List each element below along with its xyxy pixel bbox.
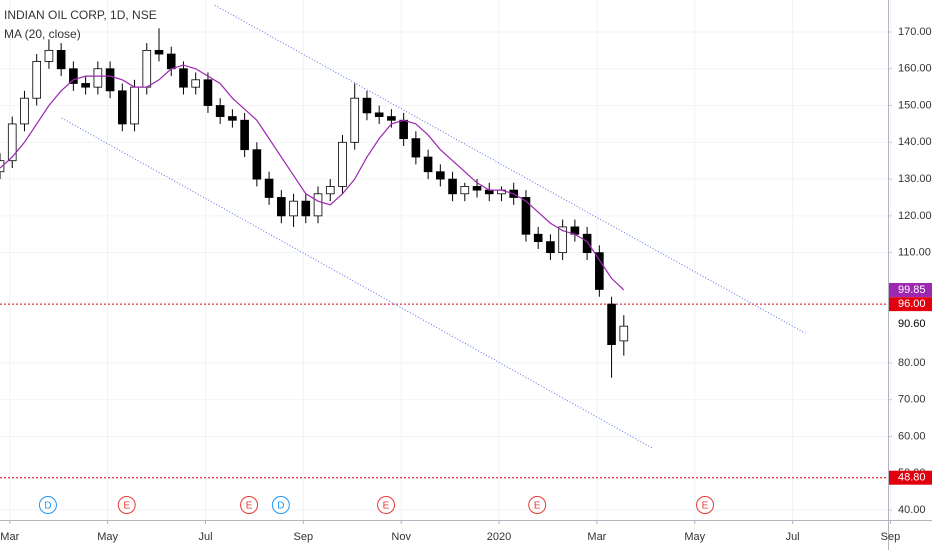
candle-body <box>558 226 567 254</box>
event-label: E <box>383 501 390 512</box>
candle-body <box>595 252 604 290</box>
y-tick-label: 160.00 <box>898 63 932 75</box>
event-label: E <box>534 501 541 512</box>
price-label: 96.00 <box>898 298 926 310</box>
price-label: 99.85 <box>898 284 926 296</box>
candle-body <box>130 86 139 125</box>
candle-body <box>56 49 66 70</box>
event-label: D <box>277 501 284 512</box>
candle-body <box>350 97 360 143</box>
y-tick-label: 60.00 <box>898 430 926 442</box>
x-tick-label: May <box>684 531 705 543</box>
chart-title: INDIAN OIL CORP, 1D, NSE <box>4 8 157 22</box>
candle-body <box>582 233 592 254</box>
candle-body <box>448 178 457 195</box>
y-tick-label: 140.00 <box>898 136 932 148</box>
x-tick-label: Nov <box>391 531 411 543</box>
price-label-bg <box>889 297 932 312</box>
candle-body <box>521 197 531 235</box>
candle-body <box>81 83 90 88</box>
x-tick-label: Jul <box>198 531 212 543</box>
candle-body <box>423 156 433 173</box>
candle-body <box>325 186 335 195</box>
candle-body <box>277 197 286 217</box>
event-marker <box>240 496 259 514</box>
x-tick-label: Sep <box>881 531 901 543</box>
y-tick-label: 120.00 <box>898 210 932 222</box>
candle-body <box>460 186 470 195</box>
candle-body <box>607 303 616 345</box>
y-tick-label: 130.00 <box>898 173 932 185</box>
y-tick-label: 150.00 <box>898 99 932 111</box>
candle-body <box>7 123 17 162</box>
candle-body <box>228 116 237 121</box>
candle-body <box>44 49 54 62</box>
candle-body <box>252 149 262 180</box>
candle-body <box>142 49 152 88</box>
price-label-bg <box>889 470 932 485</box>
candle-body <box>411 138 421 158</box>
candle-body <box>264 178 274 198</box>
candle-body <box>179 68 188 88</box>
candle-body <box>69 68 78 84</box>
candle-body <box>166 53 176 70</box>
candle-body <box>215 105 225 117</box>
price-label: 48.80 <box>898 472 926 484</box>
candle-body <box>338 141 347 187</box>
y-tick-label: 70.00 <box>898 394 926 406</box>
event-label: D <box>44 501 51 512</box>
event-label: E <box>702 501 709 512</box>
x-tick-label: Jul <box>786 531 800 543</box>
y-tick-label: 170.00 <box>898 26 932 38</box>
candle-body <box>118 90 127 125</box>
event-marker <box>38 496 57 514</box>
price-label-bg <box>889 316 932 331</box>
x-tick-label: Mar <box>587 531 606 543</box>
candle-body <box>546 241 555 254</box>
candle-body <box>374 112 384 117</box>
event-marker <box>271 496 290 514</box>
indicator-label: MA (20, close) <box>4 27 81 41</box>
x-tick-label: Sep <box>294 531 314 543</box>
event-marker <box>377 496 396 514</box>
candle-body <box>619 325 629 342</box>
candle-body <box>93 68 103 88</box>
ma-line <box>0 64 625 291</box>
candle-body <box>20 97 29 125</box>
candle-body <box>399 119 408 140</box>
candle-body <box>472 186 482 191</box>
candle-body <box>301 200 311 217</box>
event-label: E <box>123 501 130 512</box>
candle-body <box>362 97 372 114</box>
candle-body <box>533 233 543 243</box>
price-label: 90.60 <box>898 318 926 330</box>
candle-body <box>289 200 298 217</box>
candle-body <box>240 119 249 151</box>
candle-body <box>191 79 201 88</box>
y-tick-label: 40.00 <box>898 504 926 516</box>
x-tick-label: May <box>97 531 118 543</box>
candle-body <box>436 171 445 180</box>
candle-body <box>387 116 396 121</box>
candle-body <box>313 193 323 217</box>
y-tick-label: 110.00 <box>898 247 931 259</box>
x-tick-label: 2020 <box>487 531 511 543</box>
price-label-bg <box>889 282 932 297</box>
event-marker <box>117 496 136 514</box>
y-tick-label: 80.00 <box>898 357 926 369</box>
candle-body <box>154 49 164 55</box>
event-marker <box>696 496 715 514</box>
x-tick-label: Mar <box>0 531 19 543</box>
event-label: E <box>246 501 253 512</box>
event-marker <box>528 496 547 514</box>
candle-body <box>105 68 115 92</box>
candle-body <box>203 79 213 106</box>
candle-body <box>32 61 42 99</box>
